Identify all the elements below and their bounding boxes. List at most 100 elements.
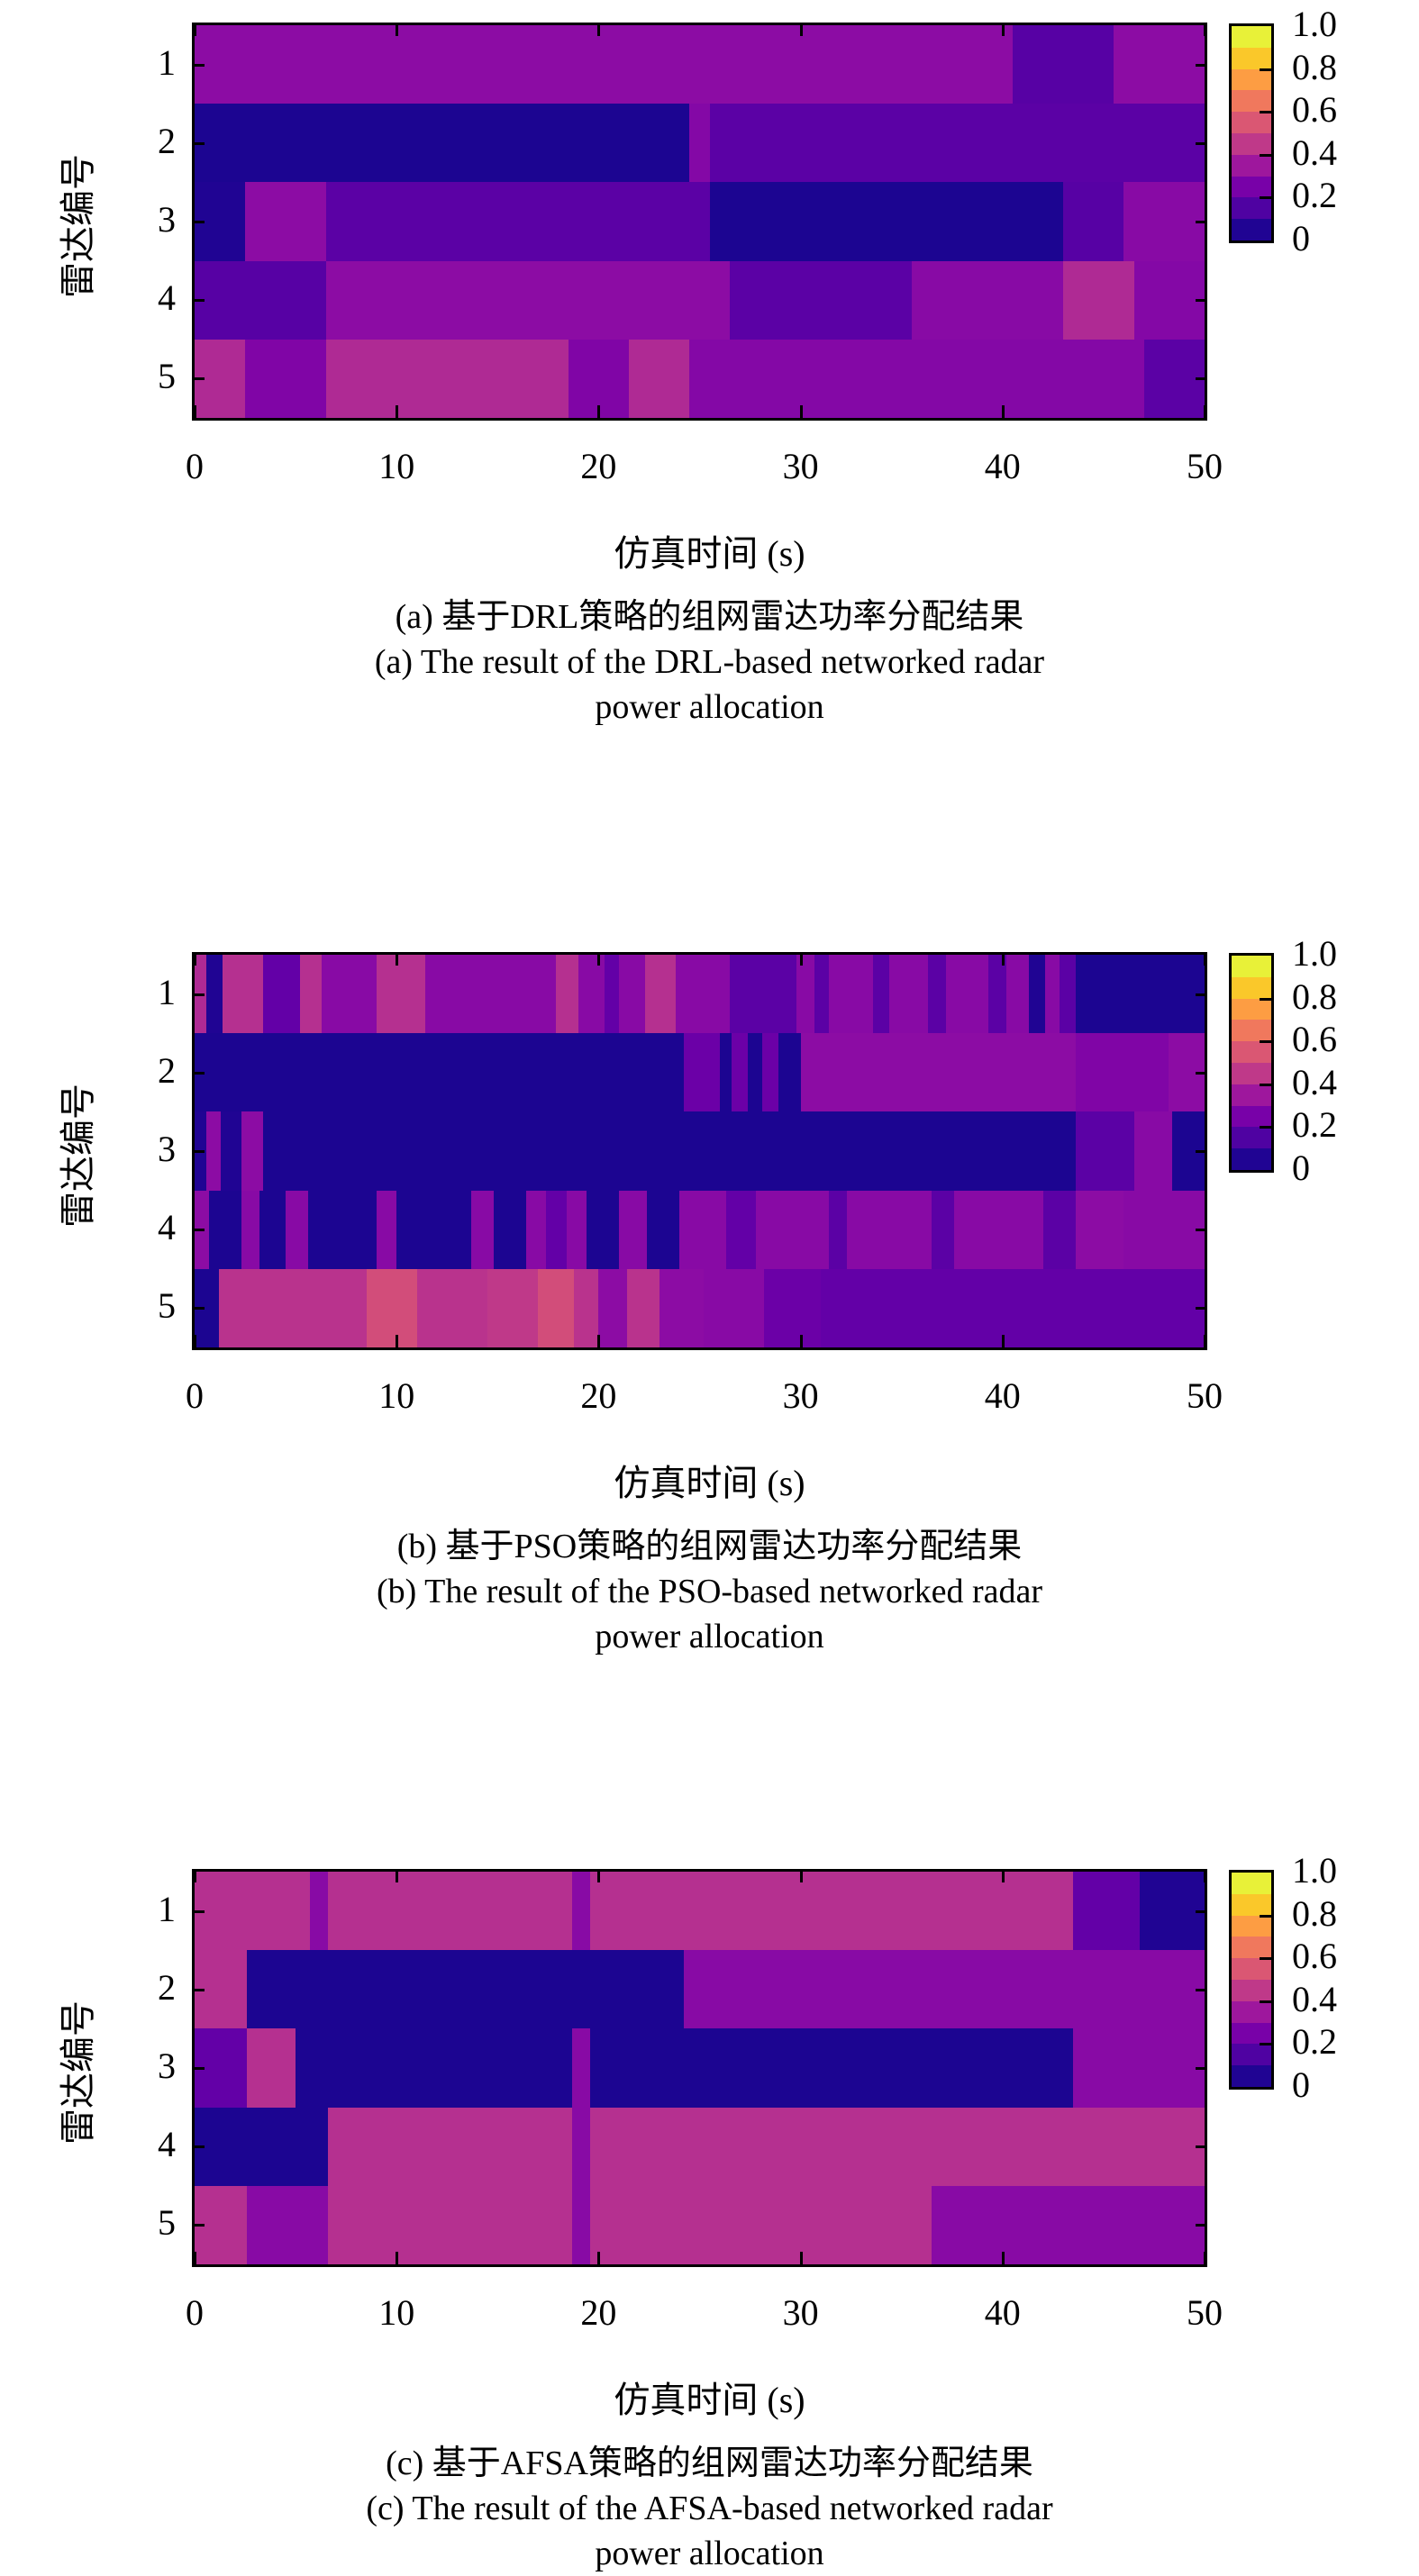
colorbar-tick-label: 0.8 <box>1292 1892 1337 1934</box>
heatmap-cell <box>471 1190 495 1269</box>
heatmap-cell <box>223 955 264 1034</box>
x-tick <box>799 405 803 418</box>
y-tick-right <box>1196 141 1206 145</box>
heatmap-cell <box>725 1190 757 1269</box>
x-tick-top <box>1001 1872 1005 1882</box>
heatmap-cell <box>195 104 690 183</box>
x-tick-top <box>194 1872 196 1882</box>
y-tick-right <box>1196 299 1206 303</box>
x-tick <box>194 2252 196 2264</box>
caption-english-line2: power allocation <box>595 2535 824 2572</box>
heatmap-cell <box>1075 1111 1135 1191</box>
caption-chinese: (c) 基于AFSA策略的组网雷达功率分配结果 <box>386 2444 1033 2482</box>
heatmap-cell <box>574 1268 599 1347</box>
heatmap-cell <box>195 1950 248 2029</box>
x-tick-label: 40 <box>984 446 1021 486</box>
colorbar-segment <box>1232 1127 1271 1149</box>
y-tick-label: 2 <box>158 120 176 161</box>
x-tick-label: 40 <box>984 1375 1021 1416</box>
heatmap-cell <box>327 2107 573 2186</box>
heatmap-cell <box>263 1111 1077 1191</box>
colorbar-segment <box>1232 1084 1271 1107</box>
heatmap-cell <box>296 2028 573 2108</box>
heatmap-cell <box>586 1190 620 1269</box>
x-tick-label: 50 <box>1187 446 1223 486</box>
x-tick-top <box>1001 955 1005 966</box>
heatmap-cell <box>946 955 989 1034</box>
y-tick-label: 3 <box>158 2045 176 2086</box>
heatmap-cell <box>247 2185 311 2264</box>
heatmap-cell <box>927 955 947 1034</box>
colorbar-segment <box>1232 26 1271 49</box>
x-tick-label: 0 <box>186 446 204 486</box>
heatmap-row <box>195 955 1205 1034</box>
colorbar-segment <box>1232 1063 1271 1085</box>
heatmap-cell <box>327 1872 573 1951</box>
heatmap-row <box>195 1111 1205 1191</box>
heatmap-cell <box>546 1190 568 1269</box>
heatmap-row <box>195 1950 1205 2029</box>
heatmap-cell <box>719 1033 732 1112</box>
heatmap-cell <box>1073 2028 1145 2108</box>
heatmap-cell <box>322 955 377 1034</box>
heatmap-cell <box>1140 1872 1205 1951</box>
colorbar-segment <box>1232 112 1271 134</box>
colorbar-segment <box>1232 1980 1271 2002</box>
heatmap-cell <box>1075 1190 1124 1269</box>
heatmap-b <box>192 952 1207 1350</box>
heatmap-cell <box>1028 955 1046 1034</box>
heatmap-cell <box>703 1268 765 1347</box>
x-tick-label: 40 <box>984 2292 1021 2333</box>
x-tick-label: 30 <box>782 2292 819 2333</box>
colorbar-tick-label: 0.4 <box>1292 1978 1337 2019</box>
heatmap-cell <box>873 955 890 1034</box>
colorbar-tick <box>1260 1083 1271 1086</box>
heatmap-cell <box>778 1033 802 1112</box>
colorbar-segment <box>1232 90 1271 113</box>
y-tick-right <box>1196 1307 1206 1311</box>
colorbar-tick-label: 0.6 <box>1292 89 1337 131</box>
x-tick-label: 10 <box>378 446 415 486</box>
heatmap-cell <box>556 955 579 1034</box>
x-tick <box>799 1335 803 1347</box>
heatmap-cell <box>644 955 677 1034</box>
colorbar-tick <box>1260 111 1271 114</box>
heatmap-cell <box>572 1872 592 1951</box>
heatmap-cell <box>325 260 731 340</box>
colorbar-segment <box>1232 197 1271 220</box>
colorbar-tick-label: 0.2 <box>1292 2021 1337 2063</box>
heatmap-cell <box>828 955 874 1034</box>
colorbar-segment <box>1232 68 1271 91</box>
heatmap-cell <box>709 182 1064 261</box>
y-tick <box>192 2224 205 2227</box>
heatmap-cell <box>195 1190 210 1269</box>
heatmap-cell <box>730 260 913 340</box>
x-tick-label: 20 <box>580 1375 617 1416</box>
heatmap-cell <box>732 1033 749 1112</box>
y-tick-label: 4 <box>158 2124 176 2165</box>
heatmap-cell <box>590 2028 685 2108</box>
y-tick-label: 3 <box>158 1129 176 1169</box>
heatmap-cell <box>847 1190 932 1269</box>
y-axis-title: 雷达编号 <box>58 2000 98 2145</box>
x-tick <box>597 1335 601 1347</box>
x-axis-title: 仿真时间 (s) <box>614 1463 805 1503</box>
heatmap-cell <box>618 955 646 1034</box>
colorbar-segment <box>1232 176 1271 198</box>
colorbar-segment <box>1232 1937 1271 1959</box>
x-tick-label: 20 <box>580 2292 617 2333</box>
x-tick-label: 50 <box>1187 2292 1223 2333</box>
colorbar-tick-label: 0 <box>1292 218 1310 259</box>
heatmap-cell <box>568 339 630 418</box>
colorbar-segment <box>1232 1958 1271 1981</box>
x-tick <box>1001 1335 1005 1347</box>
y-tick <box>192 2067 205 2070</box>
colorbar-tick-label: 0.4 <box>1292 1061 1337 1102</box>
y-tick-label: 5 <box>158 356 176 397</box>
heatmap-cell <box>1168 1033 1205 1112</box>
heatmap-cell <box>195 1872 311 1951</box>
heatmap-cell <box>756 1190 830 1269</box>
heatmap-cell <box>1006 955 1030 1034</box>
heatmap-cell <box>1059 955 1077 1034</box>
